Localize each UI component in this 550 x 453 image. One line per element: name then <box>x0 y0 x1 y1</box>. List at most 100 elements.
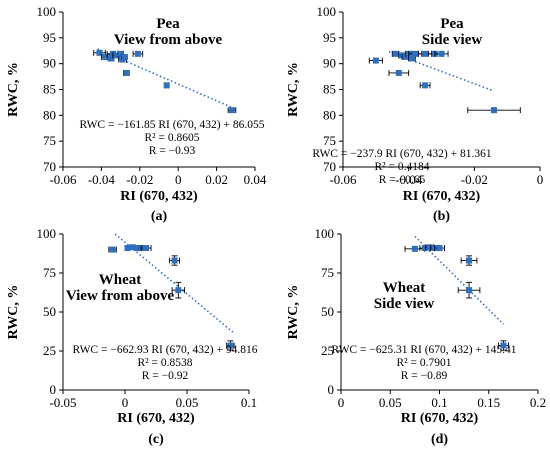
data-point <box>408 52 415 59</box>
equation-line: R² = 0.8538 <box>138 357 193 369</box>
y-tick-label: 100 <box>315 226 335 241</box>
y-axis-label: RWC, % <box>6 62 21 117</box>
data-point <box>96 49 103 56</box>
y-tick-label: 80 <box>323 107 336 122</box>
panel-label: (d) <box>431 432 448 447</box>
x-tick-label: -0.04 <box>88 172 116 187</box>
y-tick-label: 70 <box>43 159 56 174</box>
x-tick-label: 0.1 <box>241 395 257 410</box>
y-tick-label: 0 <box>50 382 57 397</box>
y-tick-label: 75 <box>43 265 56 280</box>
panel-label: (c) <box>148 432 164 447</box>
y-tick-label: 75 <box>321 265 334 280</box>
x-tick-label: -0.06 <box>49 172 77 187</box>
chart-title-line: Pea <box>156 16 180 32</box>
data-point <box>466 287 473 294</box>
equation-line: R = −0.92 <box>142 370 189 382</box>
chart-title-line: View from above <box>66 288 175 304</box>
x-tick-label: 0.1 <box>431 395 447 410</box>
data-point <box>500 342 507 349</box>
y-tick-label: 75 <box>43 133 56 148</box>
y-tick-label: 100 <box>37 226 57 241</box>
equation-line: RWC = −625.31 RI (670, 432) + 145.41 <box>332 344 517 356</box>
data-point <box>143 245 150 252</box>
x-tick-label: -0.04 <box>395 172 423 187</box>
trendline <box>114 233 234 333</box>
data-point <box>228 107 235 114</box>
x-tick-label: 0.02 <box>205 172 228 187</box>
x-tick-label: 0 <box>122 395 129 410</box>
y-tick-label: 95 <box>323 30 336 45</box>
equation-line: RWC = −161.85 RI (670, 432) + 86.055 <box>80 119 265 131</box>
y-axis-label: RWC, % <box>286 285 301 340</box>
trendline <box>388 51 495 92</box>
y-tick-label: 90 <box>43 56 56 71</box>
data-point <box>412 50 419 57</box>
data-point <box>108 55 114 62</box>
chart-title-line: View from above <box>114 32 223 48</box>
data-point <box>402 53 409 60</box>
chart-panel-d: 0 25 50 75 100 0 0.05 0.1 0.15 0.2 RI (670, 432) RW… <box>286 226 546 447</box>
y-tick-label: 100 <box>317 4 337 19</box>
data-point <box>113 52 120 59</box>
data-point <box>121 53 128 60</box>
data-point <box>129 244 136 251</box>
equation-line: R² = 0.4184 <box>375 161 430 173</box>
panel-label: (b) <box>433 209 450 224</box>
y-tick-label: 90 <box>323 56 336 71</box>
data-point <box>123 69 130 76</box>
data-point <box>422 82 429 89</box>
chart-title-line: Wheat <box>99 272 142 288</box>
chart-title-line: Wheat <box>383 280 426 296</box>
data-point <box>171 257 178 264</box>
data-point <box>491 107 498 114</box>
chart-title-line: Side view <box>374 296 435 312</box>
y-tick-label: 95 <box>43 30 56 45</box>
data-point <box>426 244 433 251</box>
equation-line: R = −0.89 <box>401 370 448 382</box>
x-axis-label: RI (670, 432) <box>120 189 198 204</box>
chart-panel-b: 70 75 80 85 90 95 100 -0.06 -0.04 -0.02 0 RI (670, … <box>286 4 543 224</box>
y-tick-label: 50 <box>321 304 334 319</box>
data-point <box>134 245 141 252</box>
data-point <box>102 53 109 60</box>
equation-line: RWC = −237.9 RI (670, 432) + 81.361 <box>312 148 491 160</box>
y-tick-label: 25 <box>43 343 56 358</box>
x-axis-label: RI (670, 432) <box>401 411 479 426</box>
x-tick-label: -0.05 <box>49 395 76 410</box>
data-point <box>421 245 428 252</box>
data-point <box>411 245 418 252</box>
chart-panel-a: 70 75 80 85 90 95 100 -0.06 -0.04 -0.02 0 0.02 0.04 R… <box>6 4 267 224</box>
y-tick-label: 85 <box>43 82 56 97</box>
panel-label: (a) <box>151 209 168 224</box>
equation-line: R² = 0.7901 <box>397 357 452 369</box>
x-tick-label: -0.02 <box>126 172 153 187</box>
chart-title-line: Side view <box>422 32 483 48</box>
y-axis-label: RWC, % <box>286 62 301 117</box>
data-point <box>438 50 445 57</box>
data-point <box>392 50 399 57</box>
equation-line: R = −0.93 <box>149 145 196 157</box>
x-tick-label: 0 <box>338 395 345 410</box>
x-tick-label: -0.02 <box>461 172 488 187</box>
x-tick-label: 0.05 <box>176 395 199 410</box>
y-tick-label: 85 <box>323 82 336 97</box>
data-point <box>466 257 473 264</box>
data-point <box>175 287 182 294</box>
equation-line: R² = 0.8605 <box>145 132 200 144</box>
y-tick-label: 70 <box>323 159 336 174</box>
y-tick-label: 25 <box>321 343 334 358</box>
y-tick-label: 50 <box>43 304 56 319</box>
data-point <box>395 69 402 76</box>
y-tick-label: 100 <box>37 4 57 19</box>
equation-line: RWC = −662.93 RI (670, 432) + 94.816 <box>73 344 258 356</box>
x-tick-label: 0 <box>537 172 544 187</box>
data-point <box>227 342 234 349</box>
chart-title-line: Pea <box>440 16 464 32</box>
data-point <box>109 246 116 253</box>
data-point <box>117 50 124 57</box>
data-point <box>408 55 415 62</box>
y-tick-label: 75 <box>323 133 336 148</box>
x-tick-label: 0.05 <box>379 395 402 410</box>
